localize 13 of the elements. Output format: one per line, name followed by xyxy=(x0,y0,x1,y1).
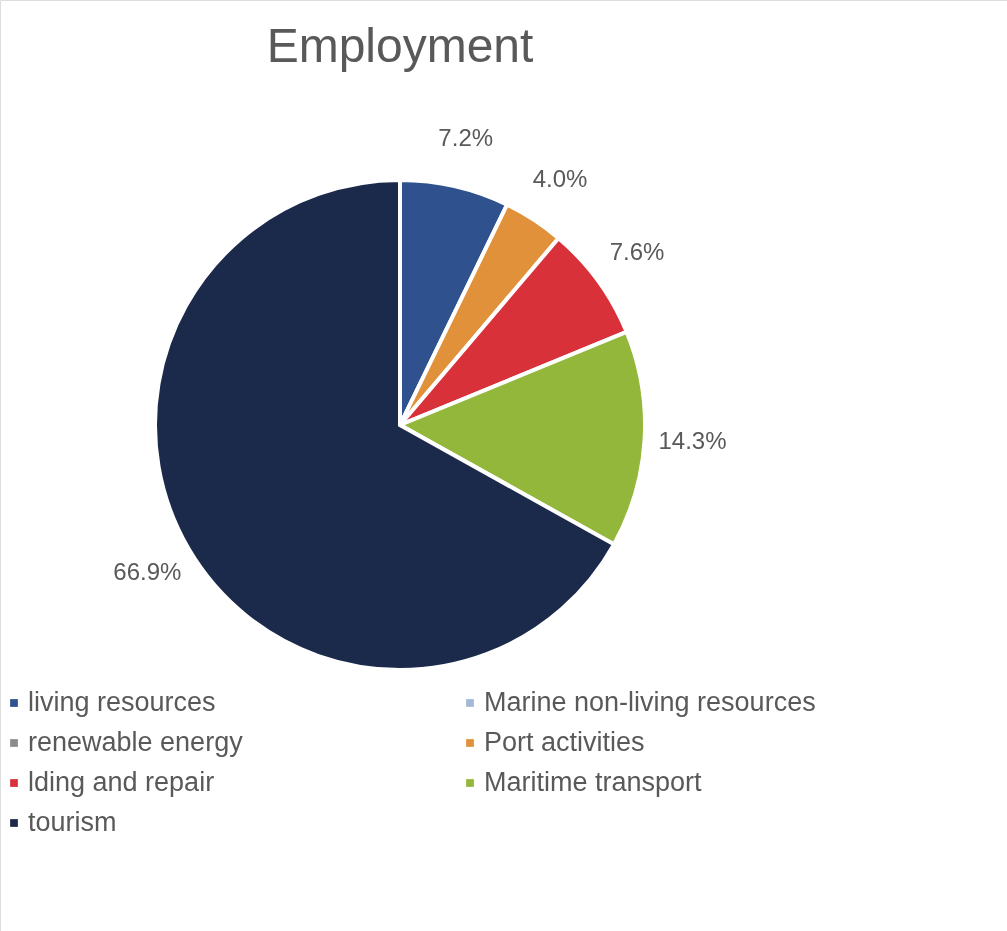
legend-label: living resources xyxy=(28,687,216,717)
data-label: 4.0% xyxy=(532,164,588,192)
data-label: 66.9% xyxy=(113,558,182,586)
data-label: 7.6% xyxy=(609,237,665,265)
chart-title: Employment xyxy=(266,19,534,72)
legend-label: Port activities xyxy=(484,727,645,757)
data-label: 14.3% xyxy=(658,427,727,455)
legend-label: Marine non-living resources xyxy=(484,687,816,717)
legend-label: tourism xyxy=(28,807,117,837)
legend-label: renewable energy xyxy=(28,727,244,757)
legend-label: lding and repair xyxy=(28,767,215,797)
data-label: 7.2% xyxy=(438,124,494,152)
legend-label: Maritime transport xyxy=(484,767,703,797)
